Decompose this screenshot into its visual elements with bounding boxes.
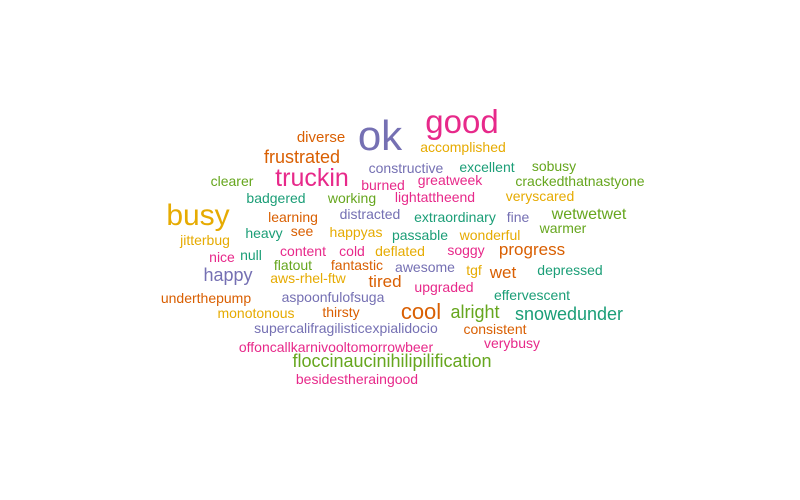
word-distracted: distracted — [340, 206, 401, 222]
word-depressed: depressed — [537, 262, 602, 278]
word-sobusy: sobusy — [532, 158, 576, 174]
word-content: content — [280, 243, 326, 259]
word-see: see — [291, 223, 314, 239]
word-tired: tired — [368, 272, 401, 291]
word-awesome: awesome — [395, 259, 455, 275]
word-heavy: heavy — [245, 225, 282, 241]
word-supercalifragilisticexpialidocio: supercalifragilisticexpialidocio — [254, 320, 438, 336]
word-fantastic: fantastic — [331, 257, 383, 273]
word-lightattheend: lightattheend — [395, 189, 475, 205]
word-consistent: consistent — [463, 321, 526, 337]
word-fine: fine — [507, 209, 530, 225]
word-jitterbug: jitterbug — [179, 232, 230, 248]
word-working: working — [327, 190, 376, 206]
word-accomplished: accomplished — [420, 139, 506, 155]
word-wet: wet — [489, 263, 517, 282]
word-burned: burned — [361, 177, 405, 193]
word-cool: cool — [401, 299, 441, 324]
word-learning: learning — [268, 209, 318, 225]
word-constructive: constructive — [369, 160, 444, 176]
word-crackedthatnastyone: crackedthatnastyone — [515, 173, 644, 189]
word-ok: ok — [358, 112, 403, 159]
word-wetwetwet: wetwetwet — [551, 206, 627, 223]
word-clearer: clearer — [211, 173, 254, 189]
word-aws-rhel-ftw: aws-rhel-ftw — [270, 270, 346, 286]
word-veryscared: veryscared — [506, 188, 574, 204]
word-underthepump: underthepump — [161, 290, 252, 306]
word-null: null — [240, 247, 262, 263]
word-wonderful: wonderful — [459, 227, 521, 243]
word-effervescent: effervescent — [494, 287, 570, 303]
word-monotonous: monotonous — [217, 305, 294, 321]
word-truckin: truckin — [275, 164, 349, 192]
word-nice: nice — [209, 249, 235, 265]
word-progress: progress — [499, 240, 565, 259]
word-happyas: happyas — [330, 224, 383, 240]
word-floccinaucinihilipilification: floccinaucinihilipilification — [292, 351, 491, 371]
word-warmer: warmer — [539, 220, 587, 236]
word-alright: alright — [450, 302, 499, 322]
word-badgered: badgered — [246, 190, 305, 206]
word-upgraded: upgraded — [414, 279, 473, 295]
word-soggy: soggy — [447, 242, 484, 258]
word-snowedunder: snowedunder — [515, 304, 623, 324]
word-passable: passable — [392, 227, 448, 243]
word-busy: busy — [166, 199, 229, 232]
word-greatweek: greatweek — [418, 172, 484, 188]
word-frustrated: frustrated — [264, 147, 340, 167]
word-deflated: deflated — [375, 243, 425, 259]
word-diverse: diverse — [297, 129, 345, 146]
word-tgf: tgf — [466, 262, 482, 278]
word-excellent: excellent — [459, 159, 514, 175]
word-thirsty: thirsty — [322, 304, 359, 320]
word-verybusy: verybusy — [484, 335, 540, 351]
word-besidestheraingood: besidestheraingood — [296, 371, 418, 387]
word-flatout: flatout — [274, 257, 312, 273]
word-extraordinary: extraordinary — [414, 209, 496, 225]
word-offoncallkarnivooltomorrowbeer: offoncallkarnivooltomorrowbeer — [239, 339, 434, 355]
word-aspoonfulofsuga: aspoonfulofsuga — [282, 289, 385, 305]
word-happy: happy — [203, 265, 252, 285]
word-good: good — [425, 103, 498, 140]
word-cold: cold — [339, 243, 365, 259]
